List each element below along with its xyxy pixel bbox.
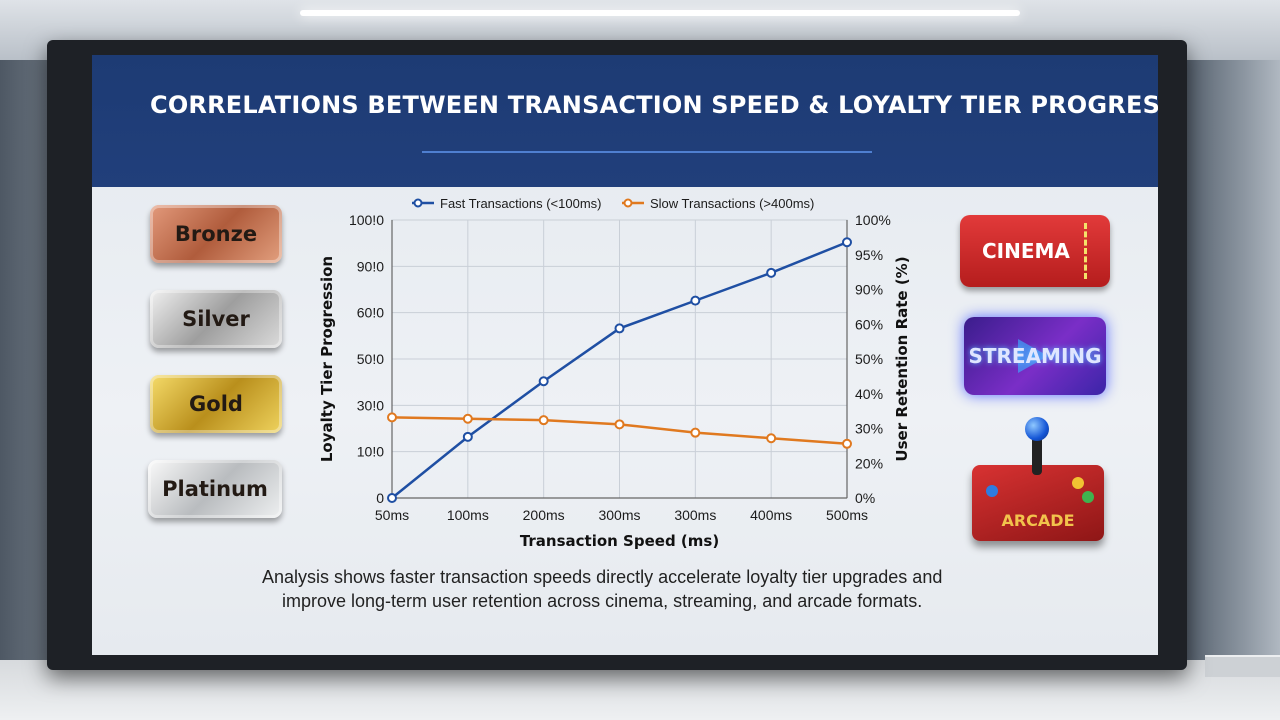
y-tick-label-right: 40% — [855, 386, 883, 402]
y-tick-label-right: 90% — [855, 282, 883, 298]
y-tick-label-left: 100!0 — [349, 212, 384, 228]
data-point-fast — [766, 267, 777, 278]
x-tick-label: 300ms — [674, 507, 716, 523]
ticket-stub-perforation — [1084, 223, 1096, 279]
y-tick-label-right: 60% — [855, 316, 883, 332]
x-tick-label: 100ms — [447, 507, 489, 523]
chart-axes: 50ms 100ms 200ms 300ms 300ms 400ms 500ms 0 10!0 3… — [318, 212, 911, 550]
tier-badge-platinum: Platinum — [148, 460, 282, 518]
data-point-slow — [462, 413, 473, 424]
y-tick-label-right: 100% — [855, 212, 891, 228]
cinema-label: CINEMA — [982, 239, 1070, 263]
legend-marker — [623, 198, 633, 208]
x-tick-label: 400ms — [750, 507, 792, 523]
data-point-slow — [766, 433, 777, 444]
summary-line: improve long-term user retention across … — [282, 591, 923, 611]
data-point-fast — [842, 237, 852, 248]
chart-legend: Fast Transactions (<100ms) Slow Transacti… — [412, 196, 814, 211]
y-tick-label-left: 0 — [376, 490, 384, 506]
title-bar: CORRELATIONS BETWEEN TRANSACTION SPEED &… — [92, 55, 1158, 187]
title-underline — [422, 151, 872, 153]
joystick-stick — [1032, 433, 1042, 475]
y-tick-label-left: 30!0 — [357, 397, 384, 413]
y-tick-label-left: 90!0 — [357, 258, 384, 274]
cinema-ticket-icon: CINEMA — [960, 215, 1110, 287]
legend-label: Fast Transactions (<100ms) — [440, 196, 601, 211]
joystick-ball — [1025, 417, 1049, 441]
x-tick-label: 300ms — [598, 507, 640, 523]
legend-marker — [413, 198, 423, 208]
data-point-slow — [614, 419, 625, 430]
streaming-label: STREAMING — [968, 344, 1102, 368]
data-point-slow — [538, 415, 549, 426]
room-wall — [1185, 60, 1280, 660]
x-tick-label: 200ms — [523, 507, 565, 523]
y-tick-label-right: 30% — [855, 421, 883, 437]
chart-grid — [391, 219, 848, 499]
arcade-button-icon — [1072, 477, 1084, 489]
y-tick-label-right: 0% — [855, 490, 875, 506]
arcade-joystick-icon: ARCADE — [972, 415, 1104, 545]
y-tick-label-left: 50!0 — [357, 351, 384, 367]
y-tick-label-right: 95% — [855, 247, 883, 263]
data-point-fast — [690, 295, 701, 306]
legend-label: Slow Transactions (>400ms) — [650, 196, 814, 211]
play-icon — [1018, 339, 1048, 373]
summary-line: Analysis shows faster transaction speeds… — [262, 567, 943, 587]
arcade-button-icon — [1082, 491, 1094, 503]
arcade-button-icon — [986, 485, 998, 497]
x-tick-label: 500ms — [826, 507, 868, 523]
floor — [0, 660, 1280, 720]
data-point-slow — [690, 427, 701, 438]
desk — [1205, 655, 1280, 677]
y-axis-title-left: Loyalty Tier Progression — [318, 256, 336, 462]
y-tick-label-left: 10!0 — [357, 444, 384, 460]
presentation-screen: CORRELATIONS BETWEEN TRANSACTION SPEED &… — [92, 55, 1158, 655]
data-point-slow — [842, 438, 852, 449]
page-title: CORRELATIONS BETWEEN TRANSACTION SPEED &… — [150, 91, 1158, 119]
line-chart: 50ms 100ms 200ms 300ms 300ms 400ms 500ms 0 10!0 3… — [318, 196, 911, 550]
analysis-summary: Analysis shows faster transaction speeds… — [262, 565, 1022, 613]
y-tick-label-left: 60!0 — [357, 305, 384, 321]
x-axis-title: Transaction Speed (ms) — [520, 532, 719, 550]
data-point-slow — [387, 412, 397, 423]
data-point-fast — [387, 493, 397, 503]
y-tick-label-right: 20% — [855, 455, 883, 471]
tier-badge-gold: Gold — [150, 375, 282, 433]
chart-series — [387, 237, 852, 503]
data-point-fast — [462, 431, 473, 442]
ceiling-light — [300, 10, 1020, 16]
x-tick-label: 50ms — [375, 507, 409, 523]
streaming-icon: STREAMING — [964, 317, 1106, 395]
y-tick-label-right: 50% — [855, 351, 883, 367]
tier-badge-silver: Silver — [150, 290, 282, 348]
y-axis-title-right: User Retention Rate (%) — [893, 256, 911, 461]
data-point-fast — [614, 323, 625, 334]
data-point-fast — [538, 376, 549, 387]
tier-badge-bronze: Bronze — [150, 205, 282, 263]
arcade-label: ARCADE — [1001, 511, 1075, 530]
